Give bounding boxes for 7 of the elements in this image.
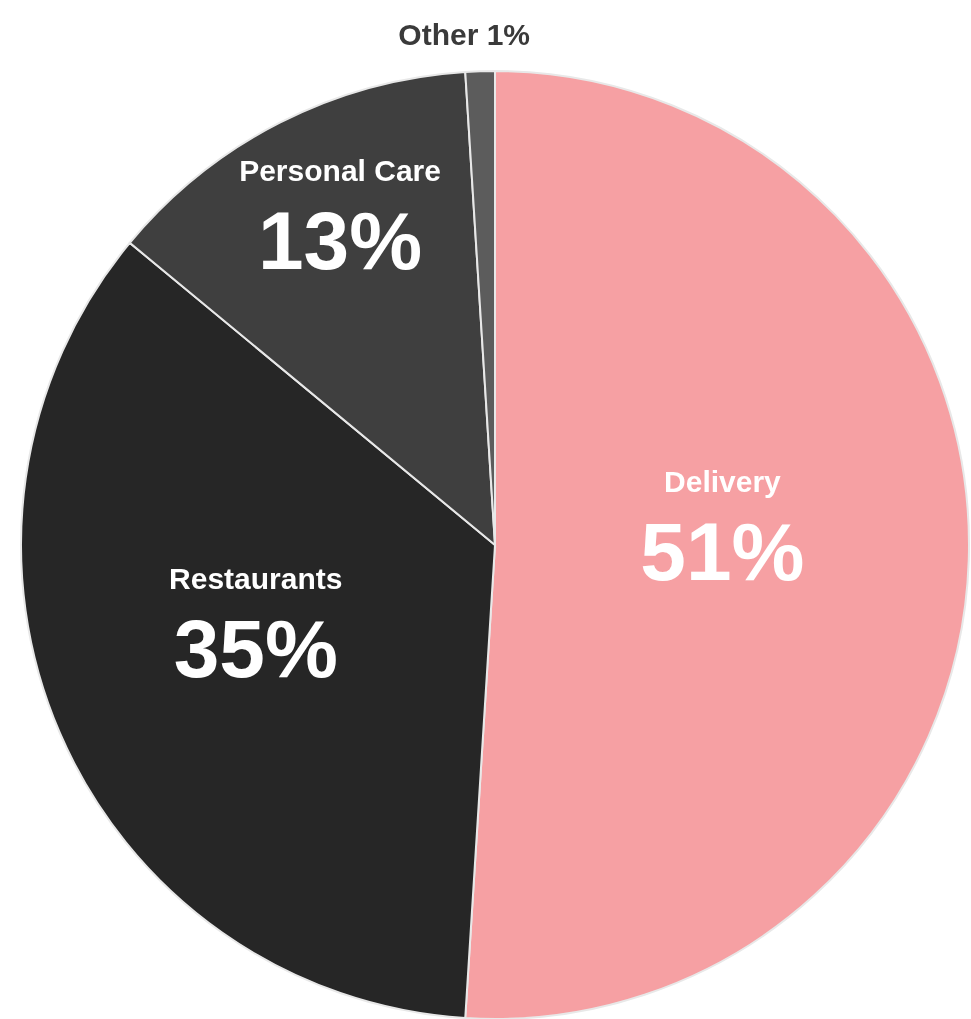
slice-label: Restaurants xyxy=(169,561,343,595)
data-label: 35% xyxy=(173,602,338,694)
slice-label: Personal Care xyxy=(239,153,441,187)
data-label: 51% xyxy=(640,506,805,598)
slice-label: Delivery xyxy=(664,465,782,499)
slice-label: Other 1% xyxy=(398,18,531,52)
data-label: 13% xyxy=(258,194,423,286)
